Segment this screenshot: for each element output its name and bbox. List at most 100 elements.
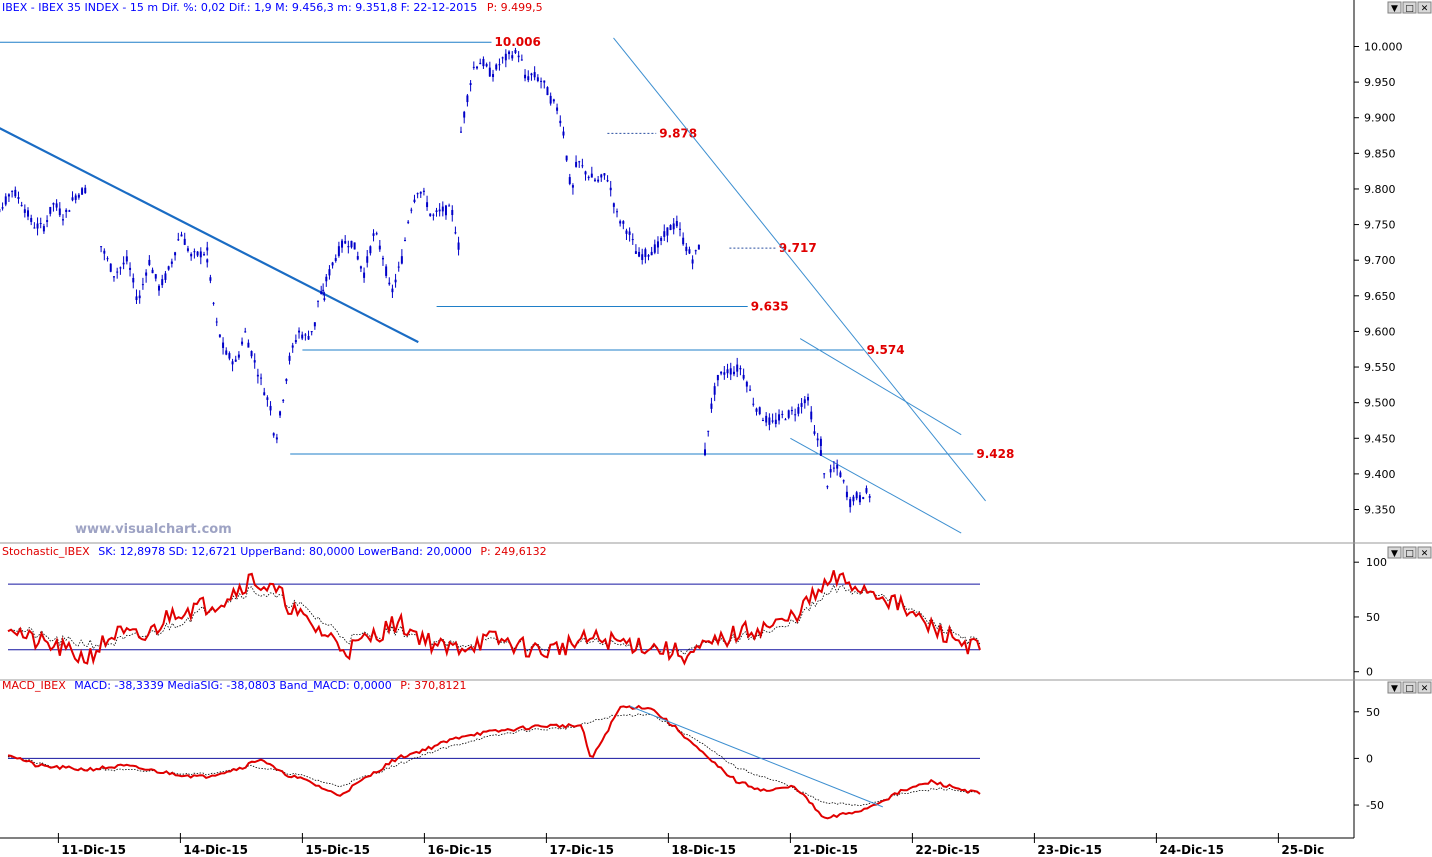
candle-body [498, 64, 501, 66]
candle-body [363, 272, 366, 278]
candle-body [135, 296, 138, 301]
candle-body [606, 180, 609, 182]
candle-body [353, 242, 356, 250]
candle-body [590, 173, 593, 178]
candle-body [33, 227, 36, 229]
candle-body [74, 195, 77, 200]
candle-body [231, 361, 234, 365]
stochastic-header-price: P: 249,6132 [480, 545, 546, 558]
candle-body [612, 203, 615, 207]
x-tick-label: 15-Dic-15 [305, 843, 370, 857]
candle-body [540, 80, 543, 82]
candle-body [341, 240, 344, 248]
candle-body [42, 226, 45, 232]
candle-body [813, 431, 816, 434]
candle-body [49, 206, 52, 214]
candle-body [868, 496, 871, 498]
candle-body [562, 134, 565, 136]
candle-body [688, 249, 691, 254]
candle-body [39, 223, 42, 225]
y-tick-label: 9.700 [1364, 254, 1396, 267]
x-tick-label: 16-Dic-15 [427, 843, 492, 857]
candle-body [347, 246, 350, 248]
candle-body [407, 221, 410, 223]
candle-body [11, 190, 14, 192]
candle-body [310, 331, 313, 333]
candle-body [765, 415, 768, 423]
candle-body [241, 341, 244, 345]
candle-body [237, 354, 240, 358]
candle-body [174, 252, 177, 256]
candle-body [647, 255, 650, 257]
candle-body [839, 472, 842, 477]
candle-body [285, 378, 288, 382]
candle-body [397, 266, 400, 268]
candle-body [527, 76, 530, 81]
candle-body [151, 269, 154, 274]
candle-body [350, 240, 353, 248]
candle-body [81, 188, 84, 195]
main-header: IBEX - IBEX 35 INDEX - 15 m Dif. %: 0,02… [2, 1, 543, 14]
candle-body [720, 372, 723, 374]
candle-body [68, 210, 71, 212]
level-label: 9.574 [867, 343, 905, 357]
candle-body [325, 276, 328, 282]
candle-body [116, 271, 119, 273]
candle-body [253, 360, 256, 363]
candle-body [215, 321, 218, 323]
window-button [1402, 681, 1417, 694]
window-button-icon: ✕ [1421, 4, 1429, 14]
candle-body [524, 74, 527, 79]
candle-body [183, 238, 186, 245]
candle-body [145, 272, 148, 276]
candle-body [426, 202, 429, 208]
candle-body [416, 193, 419, 195]
y-tick-label: 9.350 [1364, 504, 1396, 517]
candle-body [61, 219, 64, 221]
macd-header-values: MACD: -38,3339 MediaSIG: -38,0803 Band_M… [74, 679, 391, 692]
candle-body [385, 266, 388, 276]
candle-body [234, 359, 237, 362]
candle-body [157, 285, 160, 291]
candle-body [597, 179, 600, 182]
candle-body [260, 377, 263, 379]
candle-body [732, 371, 735, 375]
candle-body [755, 408, 758, 412]
y-tick-label: 9.800 [1364, 183, 1396, 196]
macd-signal-line [7, 713, 981, 807]
candle-body [84, 187, 87, 194]
candle-body [186, 248, 189, 251]
candle-body [832, 467, 835, 469]
candle-body [587, 176, 590, 179]
candle-body [571, 185, 574, 188]
candle-body [819, 438, 822, 446]
candle-body [739, 367, 742, 370]
candle-body [472, 66, 475, 68]
macd-tick-label: 0 [1366, 752, 1373, 765]
candle-body [656, 241, 659, 248]
candle-body [771, 420, 774, 422]
candle-body [203, 254, 206, 256]
candle-body [46, 220, 49, 222]
candle-body [279, 411, 282, 416]
window-button-icon: ▼ [1391, 549, 1398, 559]
candle-body [707, 430, 710, 432]
candle-body [679, 228, 682, 230]
y-tick-label: 9.900 [1364, 112, 1396, 125]
candle-body [30, 217, 33, 222]
window-button [1387, 1, 1402, 14]
candle-body [691, 259, 694, 264]
candle-body [463, 111, 466, 118]
window-button [1417, 546, 1432, 559]
window-button-icon: ✕ [1421, 684, 1429, 694]
candle-body [429, 213, 432, 216]
candle-body [803, 399, 806, 404]
candle-body [247, 342, 250, 348]
macd-axis: 50 0 -50 [8, 706, 1384, 812]
candle-body [549, 95, 552, 104]
y-tick-label: 9.950 [1364, 76, 1396, 89]
candle-body [451, 209, 454, 216]
candle-body [603, 173, 606, 176]
candle-body [228, 353, 231, 359]
candle-body [212, 302, 215, 304]
